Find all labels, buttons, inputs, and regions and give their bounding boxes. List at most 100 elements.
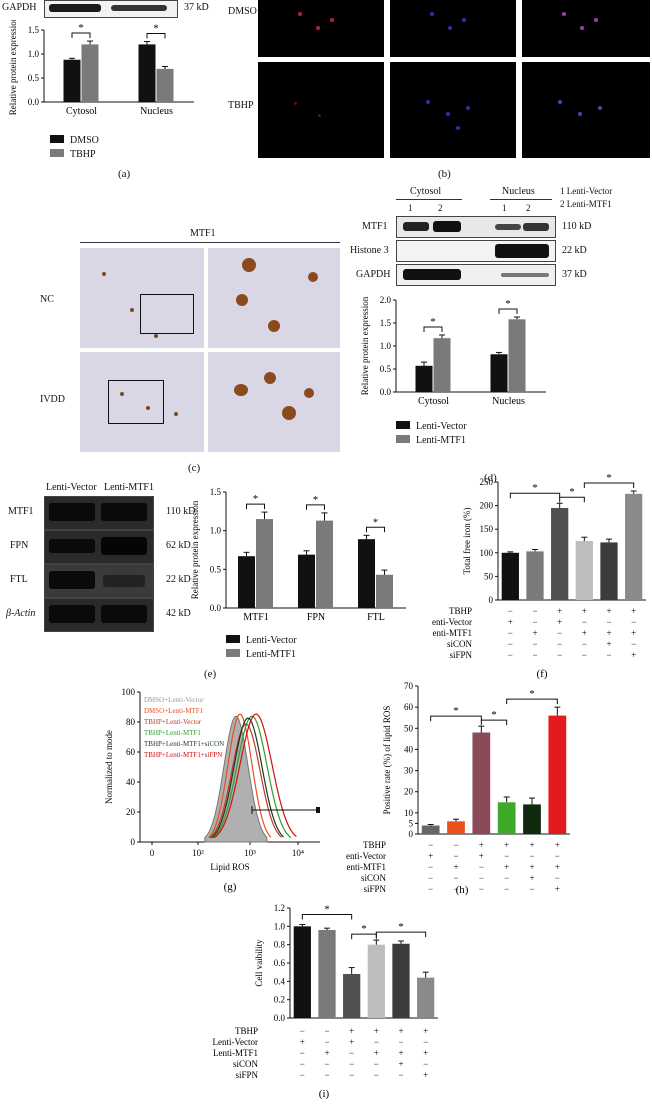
panel-label: (h) [456,884,469,896]
significance-star: * [313,494,319,506]
histogram-curve [209,723,283,839]
legend-item: Lenti-MTF1 [226,648,297,662]
condition-label: Lenti-MTF1 [432,628,472,638]
y-tick-label: 0 [131,837,136,847]
lane-label: 1 [502,203,507,213]
condition-sign: + [529,862,534,872]
condition-sign: − [300,1070,305,1080]
x-tick-label: 10⁴ [292,848,304,858]
group-label: Nucleus [502,186,535,197]
western-blot-band [44,496,154,530]
y-tick-label: 70 [404,681,414,691]
blot-kd: 22 kD [562,245,587,256]
panel-label: (f) [537,668,548,680]
bar [256,519,273,608]
blot-kd: 110 kD [166,506,196,517]
condition-sign: + [582,628,587,638]
condition-sign: − [555,851,560,861]
title-underline [80,242,340,243]
condition-label: siCON [233,1059,259,1069]
bar [138,44,156,102]
condition-sign: − [324,1059,329,1069]
group-underline [396,199,462,200]
panel-f: 0 50 100 150 200 250 Total free iron (%) * * * TBH… [427,472,652,682]
condition-sign: + [508,617,513,627]
significance-star: * [505,298,511,310]
bar [421,825,440,834]
fluorescence-image [522,62,650,158]
x-tick-label: Nucleus [140,106,173,117]
significance-star: * [532,482,538,494]
row-label-ivdd: IVDD [40,394,65,405]
bar [447,821,465,834]
panel-c-title: MTF1 [190,228,216,239]
blot-kd: 22 kD [166,574,191,585]
condition-label: siFPN [363,884,386,894]
panel-label: (i) [319,1088,330,1100]
fluorescence-image [390,62,516,158]
condition-sign: − [300,1048,305,1058]
condition-sign: − [398,1037,403,1047]
bar [376,574,393,608]
condition-sign: + [606,639,611,649]
significance-star: * [78,22,84,34]
legend-item: Lenti-Vector [226,634,297,648]
legend-item: Lenti-Vector [396,420,467,434]
condition-sign: + [479,851,484,861]
condition-sign: + [423,1026,428,1036]
significance-bracket [430,715,482,722]
bar [367,944,385,1018]
condition-sign: − [504,851,509,861]
fluorescence-image [258,62,384,158]
condition-sign: − [532,639,537,649]
condition-sign: − [529,884,534,894]
condition-sign: − [631,639,636,649]
condition-label: Lenti-Vector [346,851,386,861]
lane-label: 2 [526,203,531,213]
bar-chart-i: 0.0 0.2 0.4 0.6 0.8 1.0 1.2 Cell vaibility * * * TB… [213,903,438,1100]
y-tick-label: 30 [404,766,414,776]
bar [293,926,311,1018]
panel-g: 0 20 40 60 80 100 0 10² 10³ 10⁴ Normalized to mode… [96,686,336,896]
condition-sign: + [532,628,537,638]
legend-e: Lenti-Vector Lenti-MTF1 [226,634,297,662]
bar [417,977,435,1018]
bar [63,59,81,102]
legend-text: DMSO+Lenti-Vector [144,696,204,704]
y-tick-label: 20 [404,787,414,797]
condition-sign: + [631,606,636,616]
condition-sign: − [428,862,433,872]
y-axis-label: Relative protein expression [8,20,18,115]
condition-sign: − [508,639,513,649]
bar [316,520,333,608]
y-tick-label: 40 [126,777,136,787]
bar [358,539,375,608]
western-blot-band [396,264,556,286]
condition-sign: − [349,1070,354,1080]
significance-star: * [373,516,379,528]
condition-sign: + [606,628,611,638]
x-tick-label: FTL [367,612,385,623]
condition-sign: + [504,840,509,850]
blot-label: FPN [10,540,29,551]
condition-sign: + [631,628,636,638]
condition-sign: + [631,650,636,660]
y-tick-label: 20 [126,807,136,817]
condition-sign: − [631,617,636,627]
condition-sign: − [532,650,537,660]
lane-label: Lenti-Vector [46,482,97,493]
y-tick-label: 0.5 [380,364,392,374]
western-blot-band [396,240,556,262]
condition-sign: − [324,1070,329,1080]
condition-sign: + [423,1070,428,1080]
y-tick-label: 250 [480,477,494,487]
bar [600,542,618,600]
condition-sign: − [453,840,458,850]
lane-key: 1 Lenti-Vector [560,186,613,196]
significance-star: * [153,23,159,35]
condition-label: Lenti-Vector [213,1037,258,1047]
condition-sign: − [582,650,587,660]
blot-kd: 37 kD [562,269,587,280]
y-tick-label: 1.5 [28,25,40,35]
y-tick-label: 50 [484,571,494,581]
